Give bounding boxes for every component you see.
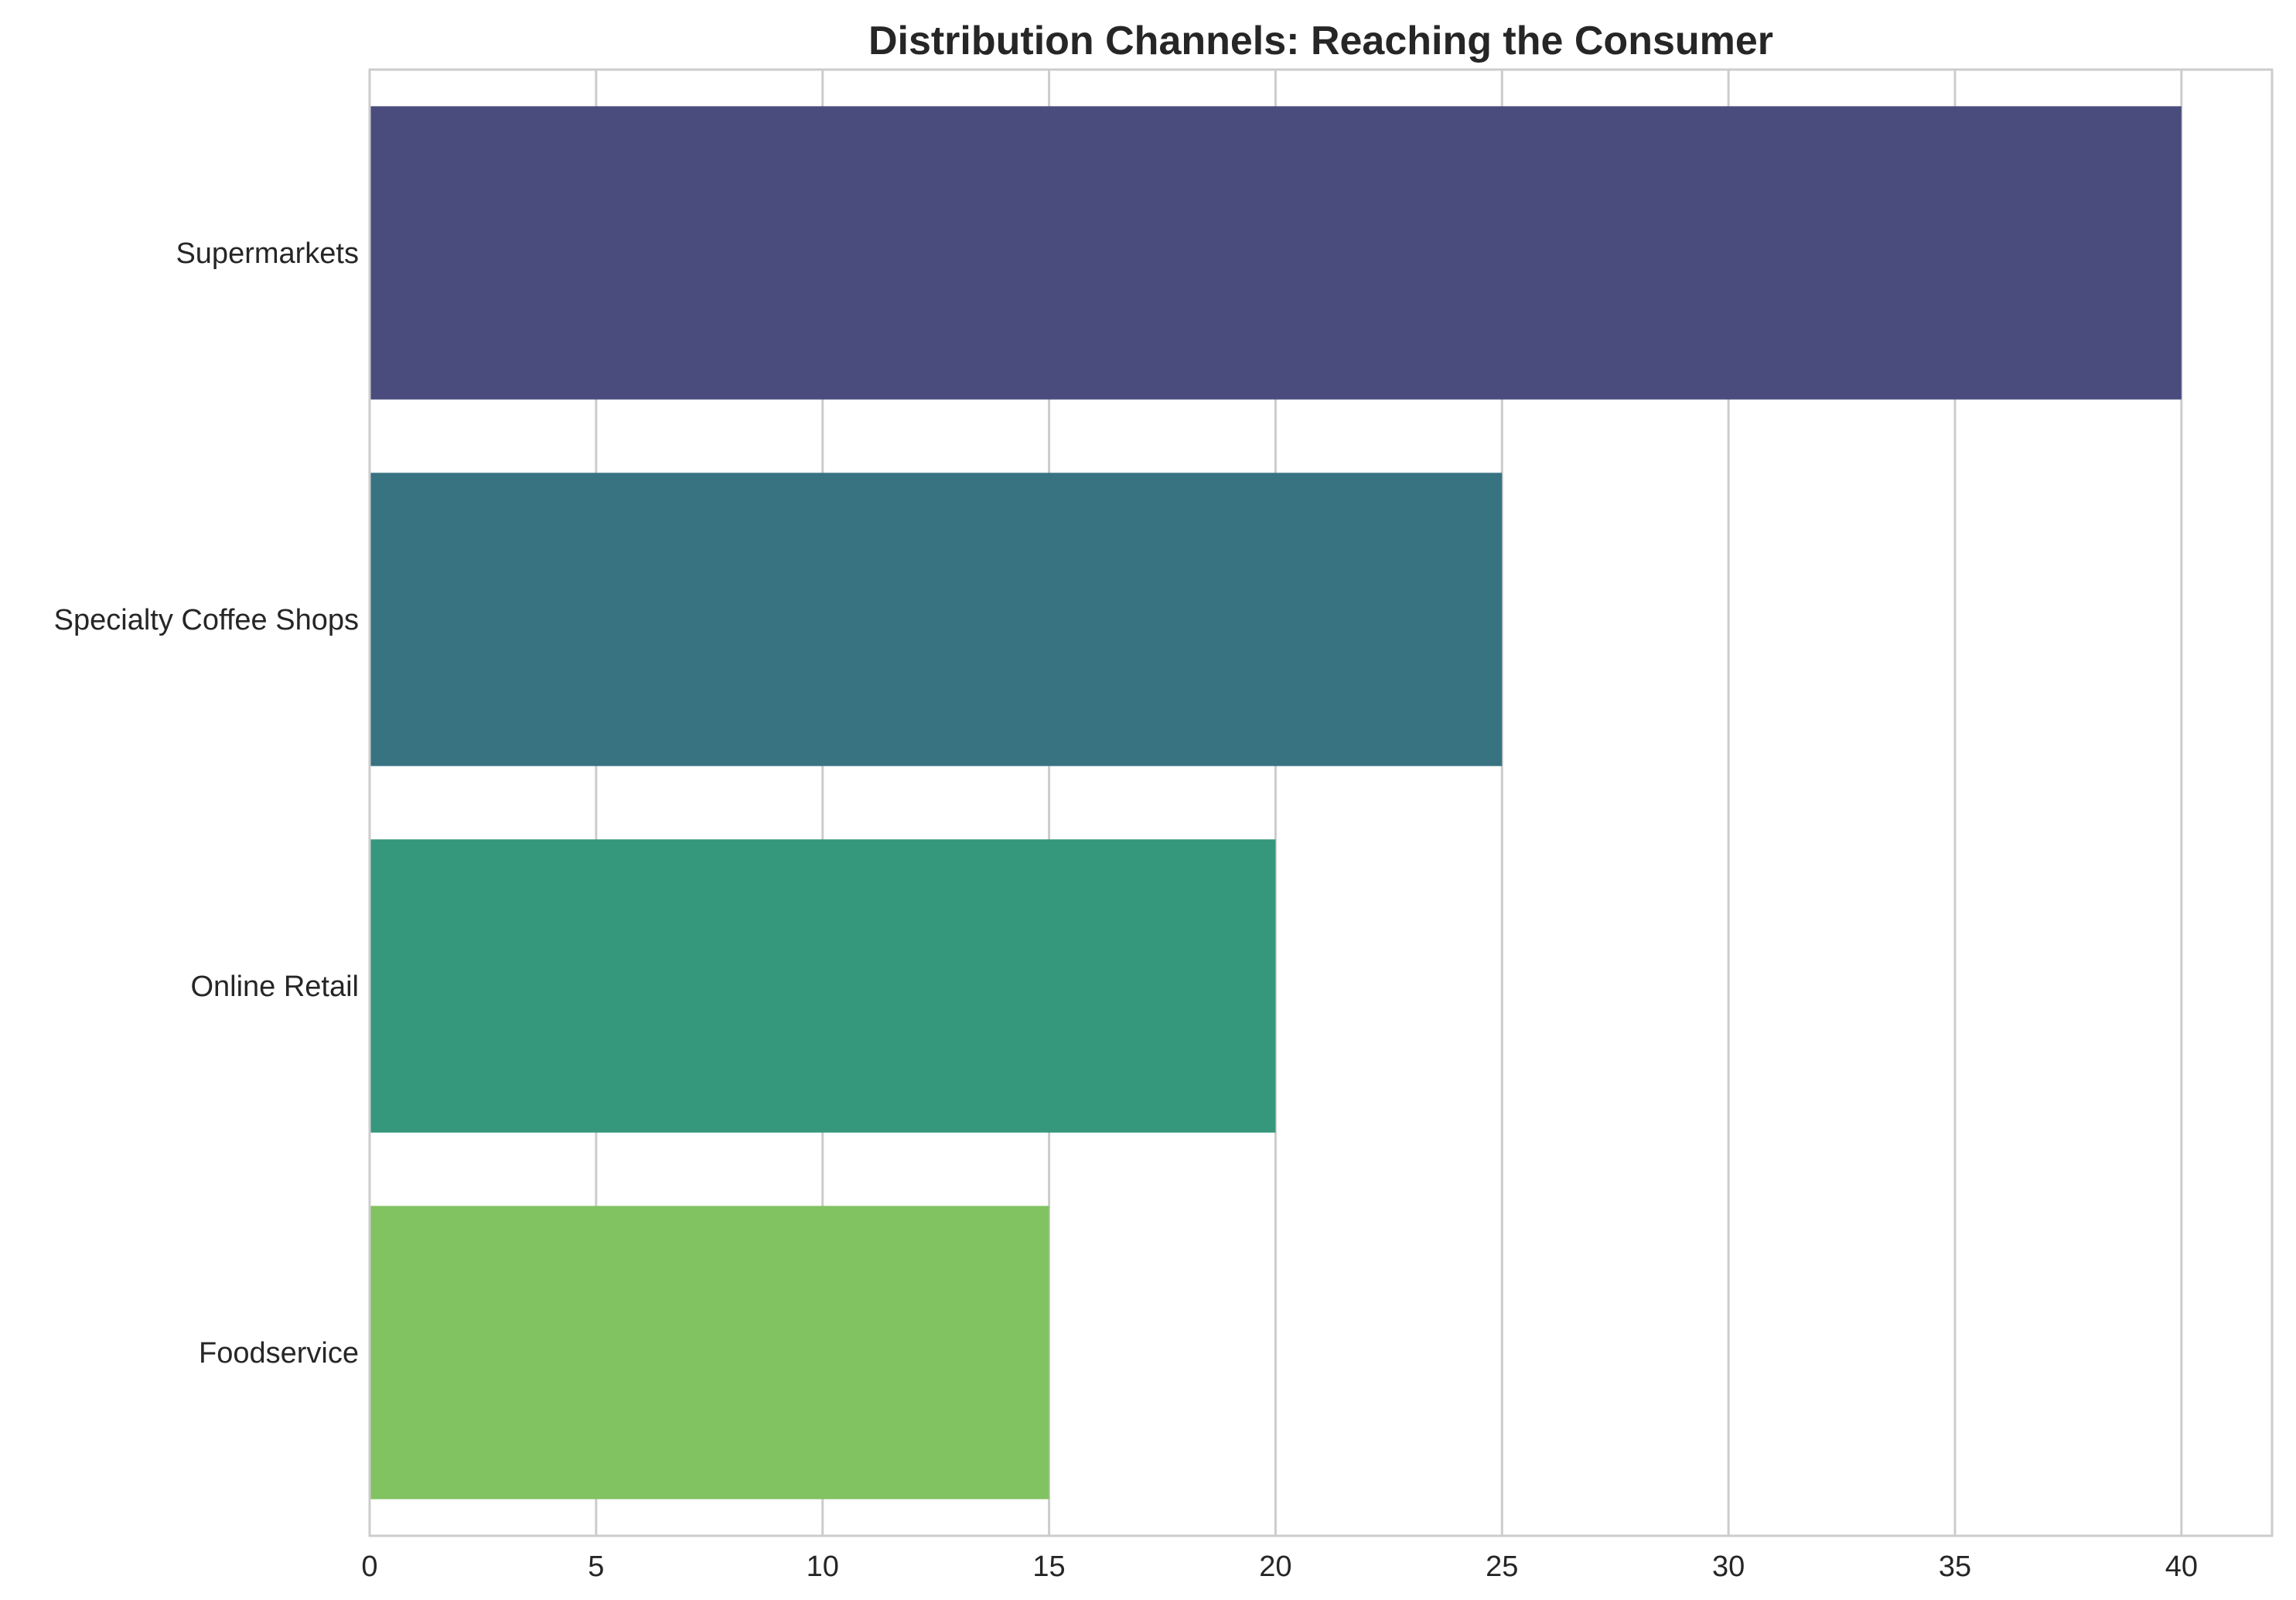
chart-title: Distribution Channels: Reaching the Cons…: [868, 19, 1773, 63]
x-tick-labels: 0 5 10 15 20 25 30 35 40: [361, 1551, 2198, 1583]
x-tick-label: 30: [1712, 1551, 1745, 1583]
y-tick-label: Online Retail: [190, 971, 359, 1003]
axes-frame: [368, 68, 2274, 1537]
y-tick-labels: Supermarkets Specialty Coffee Shops Online…: [54, 237, 359, 1370]
x-tick-label: 40: [2165, 1551, 2198, 1583]
bar-online-retail: [370, 839, 1276, 1133]
bars: [370, 106, 2182, 1499]
x-tick-label: 15: [1032, 1551, 1065, 1583]
y-tick-label: Foodservice: [199, 1337, 359, 1370]
y-tick-label: Specialty Coffee Shops: [54, 604, 359, 636]
x-tick-label: 25: [1486, 1551, 1518, 1583]
bar-supermarkets: [370, 106, 2182, 400]
y-tick-label: Supermarkets: [176, 237, 359, 270]
bar-foodservice: [370, 1206, 1049, 1499]
x-tick-label: 35: [1939, 1551, 1971, 1583]
x-tick-label: 5: [588, 1551, 604, 1583]
x-tick-label: 0: [361, 1551, 377, 1583]
x-tick-label: 10: [807, 1551, 839, 1583]
x-tick-label: 20: [1259, 1551, 1291, 1583]
bar-specialty-coffee-shops: [370, 472, 1503, 766]
